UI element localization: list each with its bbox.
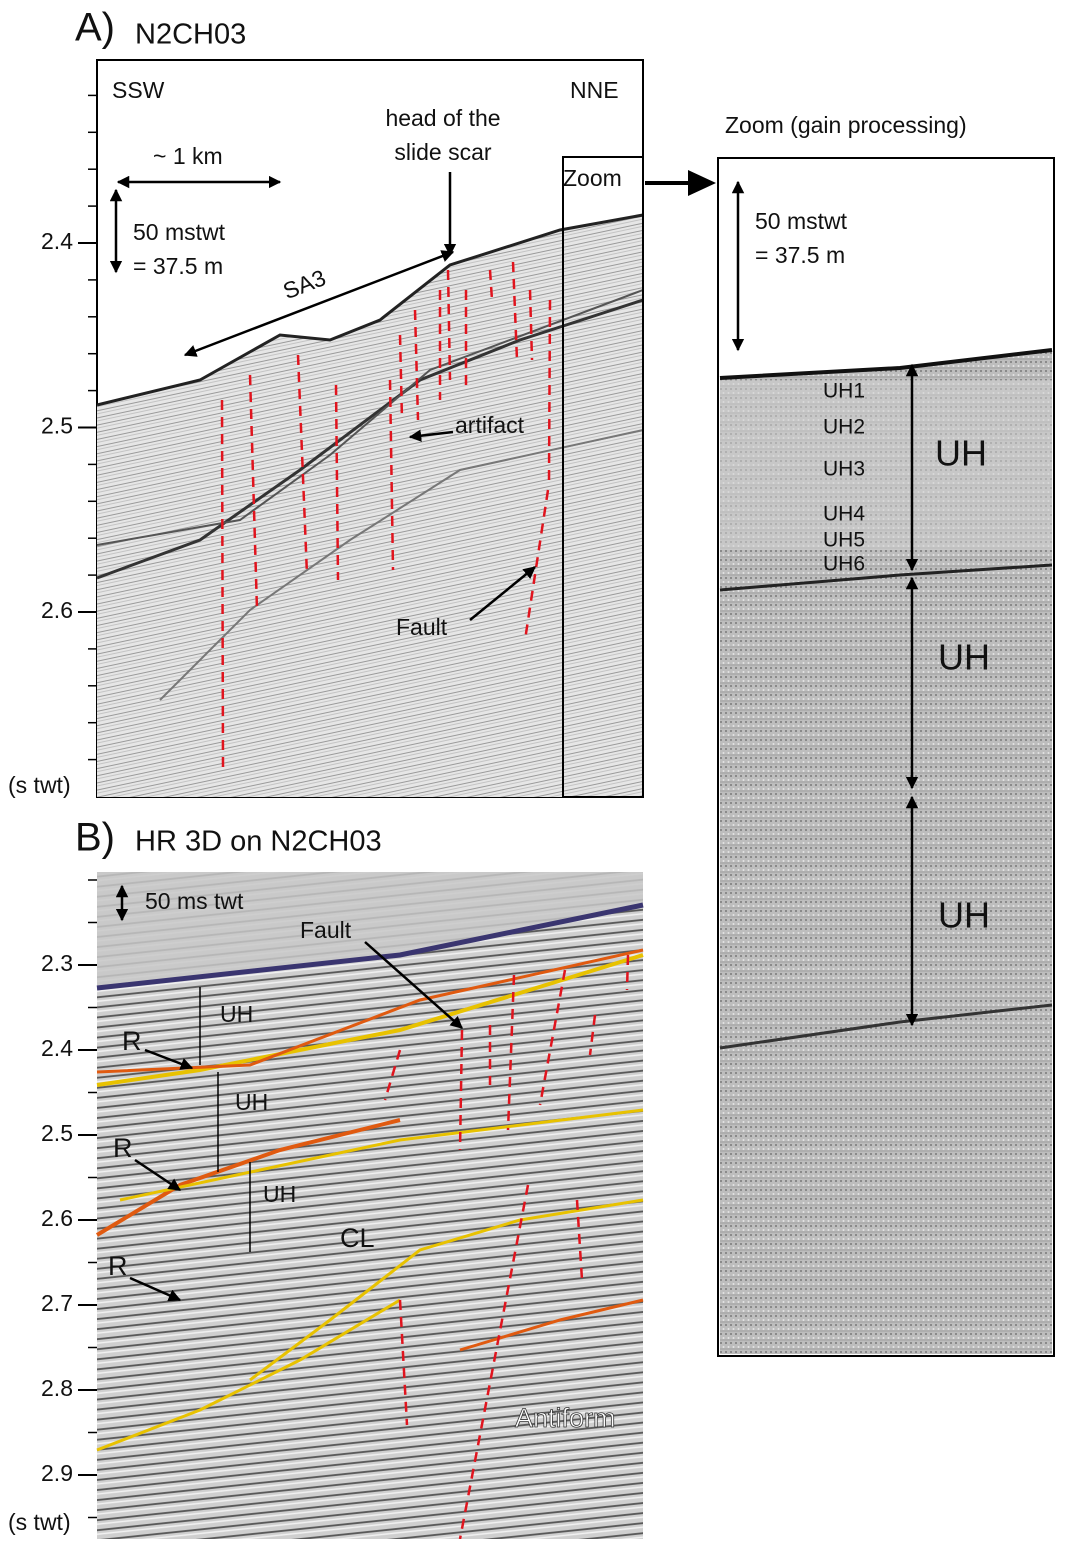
- direction-label: NNE: [570, 77, 619, 103]
- faults: [383, 954, 630, 1540]
- axis: 2.3 2.4 2.5 2.6 2.7 2.8 2.9: [41, 879, 97, 1519]
- package-label: UH: [938, 895, 990, 936]
- scale-label: = 37.5 m: [755, 242, 845, 268]
- arrow: [134, 1158, 182, 1192]
- y-tick-label: 2.6: [41, 1205, 73, 1231]
- y-tick-label: 2.7: [41, 1290, 73, 1316]
- horizon: [96, 948, 644, 1074]
- seafloor: [719, 348, 1053, 380]
- unit-label: UH2: [823, 416, 865, 439]
- reflector: [96, 298, 644, 580]
- arrow: [408, 429, 454, 442]
- arrow-head: [688, 170, 716, 196]
- annotation: Fault: [300, 917, 352, 943]
- seafloor: [96, 902, 644, 991]
- arrow: [183, 250, 455, 357]
- seismic-image: [720, 350, 1052, 1354]
- horizon: [95, 1118, 401, 1237]
- reflector: [719, 1003, 1053, 1050]
- horizon: [249, 1198, 644, 1382]
- package-label: UH: [938, 637, 990, 678]
- y-tick-label: 2.3: [41, 950, 73, 976]
- package-label: UH: [935, 433, 987, 474]
- scale-label: 50 ms twt: [145, 888, 244, 914]
- unit-label: UH5: [823, 529, 865, 552]
- panel-title: HR 3D on N2CH03: [135, 826, 382, 858]
- scale-label: 50 mstwt: [133, 219, 226, 245]
- direction-label: SSW: [112, 77, 165, 103]
- axis-unit: (s twt): [8, 772, 71, 798]
- horizon: [96, 953, 644, 1087]
- y-tick-label: 2.4: [41, 228, 73, 254]
- annotation: R: [113, 1133, 133, 1163]
- scale-label: 50 mstwt: [755, 208, 848, 234]
- annotation: Zoom: [563, 165, 622, 191]
- annotation: head of the: [385, 105, 500, 131]
- arrow: [144, 1048, 194, 1070]
- reflector: [159, 429, 644, 701]
- y-tick-label: 2.5: [41, 413, 73, 439]
- annotation: R: [108, 1251, 128, 1281]
- horizon: [459, 1298, 644, 1352]
- water-column: [97, 872, 643, 988]
- arrow: [469, 566, 536, 621]
- arrow: [364, 941, 463, 1029]
- horizon: [119, 1108, 644, 1202]
- y-tick-label: 2.4: [41, 1035, 73, 1061]
- axis-unit: (s twt): [8, 1509, 71, 1535]
- annotation: Antiform: [515, 1403, 616, 1433]
- unit-label: UH3: [823, 458, 865, 481]
- annotation: R: [122, 1026, 142, 1056]
- arrow: [129, 1276, 182, 1302]
- annotation: UH: [263, 1181, 296, 1207]
- reflector: [719, 563, 1053, 592]
- zoom-box: [562, 156, 644, 798]
- annotation: slide scar: [394, 139, 491, 165]
- annotation: Fault: [396, 614, 448, 640]
- reflector: [96, 289, 644, 546]
- panel-title: Zoom (gain processing): [725, 112, 967, 138]
- y-tick-label: 2.5: [41, 1120, 73, 1146]
- unit-label: UH1: [823, 380, 865, 403]
- axis: 2.4 2.5 2.6: [41, 94, 97, 761]
- annotation: artifact: [455, 412, 525, 438]
- scale-label: = 37.5 m: [133, 253, 223, 279]
- scale-label: ~ 1 km: [153, 143, 223, 169]
- annotation: CL: [340, 1223, 375, 1253]
- layered-unit: [720, 380, 1052, 550]
- panel-label: A): [75, 6, 115, 50]
- panel-label: B): [75, 816, 115, 860]
- panel-title: N2CH03: [135, 19, 246, 51]
- horizon: [96, 1298, 401, 1452]
- y-tick-label: 2.6: [41, 597, 73, 623]
- unit-label: UH4: [823, 503, 865, 526]
- annotation: UH: [220, 1001, 253, 1027]
- y-tick-label: 2.8: [41, 1375, 73, 1401]
- y-tick-label: 2.9: [41, 1460, 73, 1486]
- seismic-image: [97, 215, 643, 797]
- unit-label: UH6: [823, 553, 865, 576]
- annotation: UH: [235, 1089, 268, 1115]
